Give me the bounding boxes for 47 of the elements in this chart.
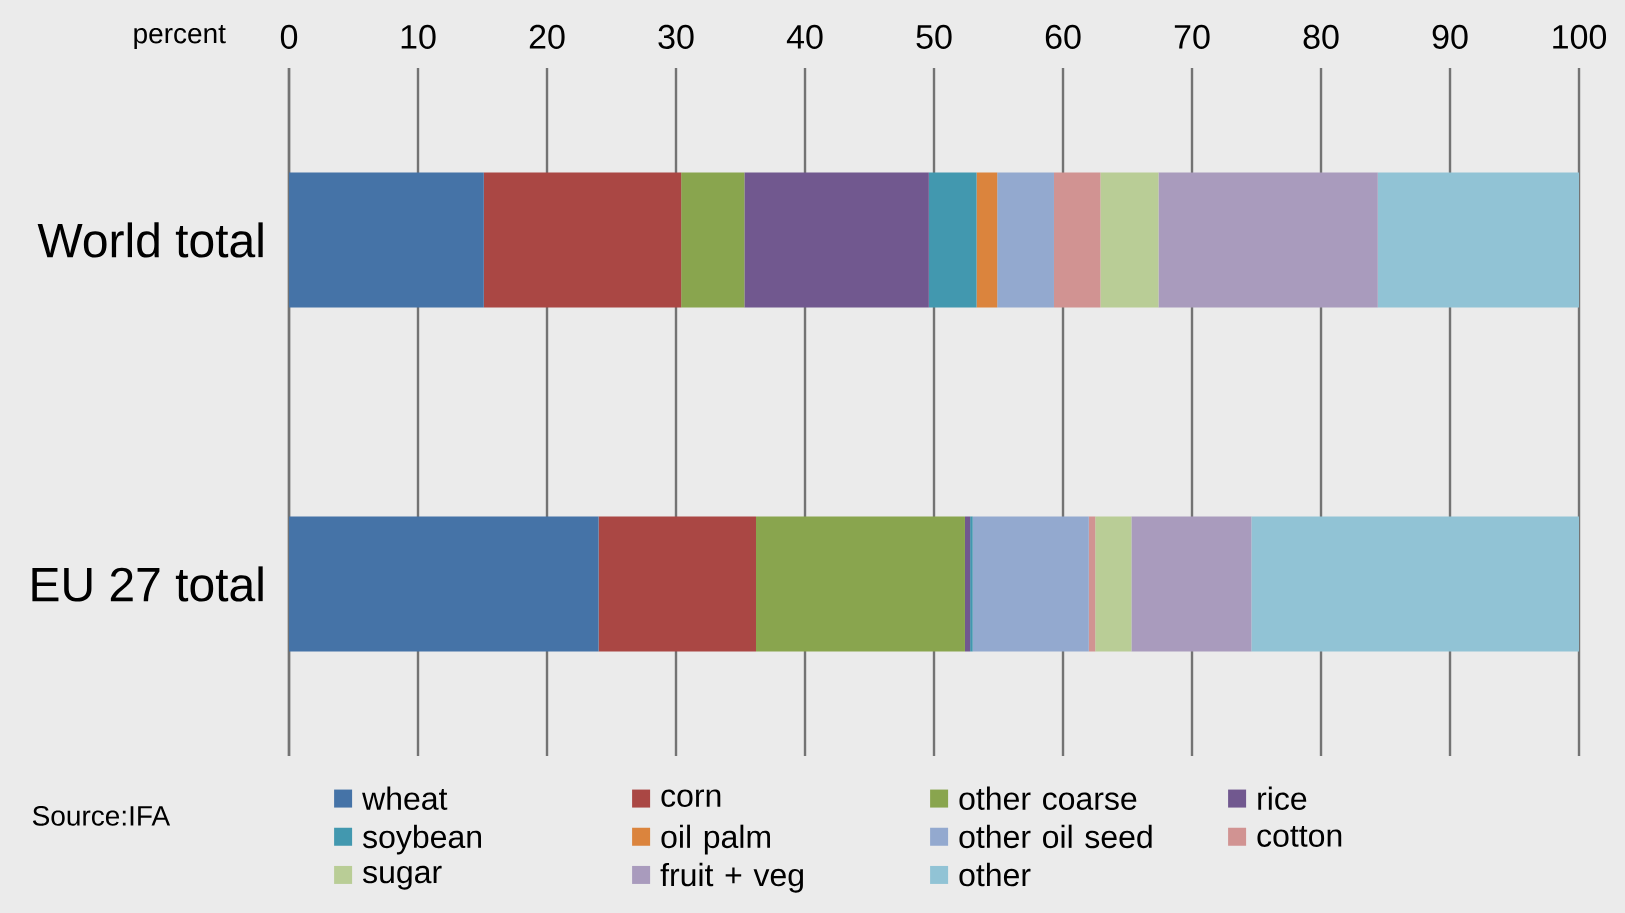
bar — [289, 516, 599, 652]
x-tick-label: 90 — [1432, 24, 1468, 49]
legend-label: corn — [661, 789, 721, 807]
x-tick-label: 60 — [1045, 24, 1081, 49]
legend-label: other — [959, 862, 1031, 887]
y-tick-label: EU 27 total — [32, 566, 263, 602]
bar — [928, 172, 977, 308]
x-tick-label: 40 — [786, 24, 823, 49]
legend-label: other oil seed — [959, 824, 1152, 849]
x-tick-label: 10 — [401, 24, 436, 49]
bar — [1131, 516, 1252, 652]
bar — [976, 172, 998, 308]
bar — [1158, 172, 1378, 308]
legend-label: other coarse — [959, 786, 1137, 810]
bar — [1251, 516, 1580, 652]
bar — [681, 172, 745, 308]
bar — [997, 172, 1054, 308]
x-axis-title: percent — [134, 25, 226, 49]
legend-label: rice — [1258, 786, 1307, 810]
bar — [755, 516, 965, 652]
bar — [1100, 172, 1159, 308]
legend-label: wheat — [362, 786, 448, 810]
x-tick-label: 20 — [529, 24, 565, 49]
x-tick-label: 30 — [658, 24, 694, 49]
legend-label: oil palm — [661, 824, 770, 855]
x-tick-label: 0 — [280, 24, 298, 49]
x-tick-label: 100 — [1553, 24, 1607, 49]
x-tick-label: 70 — [1174, 24, 1210, 49]
bar — [1088, 516, 1096, 652]
legend-label: fruit + veg — [660, 862, 803, 893]
bar — [972, 516, 1089, 652]
bar — [1053, 172, 1101, 308]
bar — [1095, 516, 1132, 652]
bar — [598, 516, 756, 652]
bar — [289, 172, 484, 308]
bar — [970, 516, 973, 652]
bar — [964, 516, 971, 652]
legend-label: soybean — [362, 824, 481, 855]
x-tick-label: 50 — [916, 24, 952, 49]
bar — [1377, 172, 1580, 308]
legend-label: cotton — [1257, 825, 1342, 847]
y-tick-label: World total — [37, 222, 263, 258]
source-note: Source:IFA — [32, 805, 171, 826]
bar — [744, 172, 929, 308]
legend-label: sugar — [362, 865, 442, 890]
bar — [483, 172, 682, 308]
x-tick-label: 80 — [1303, 24, 1339, 49]
